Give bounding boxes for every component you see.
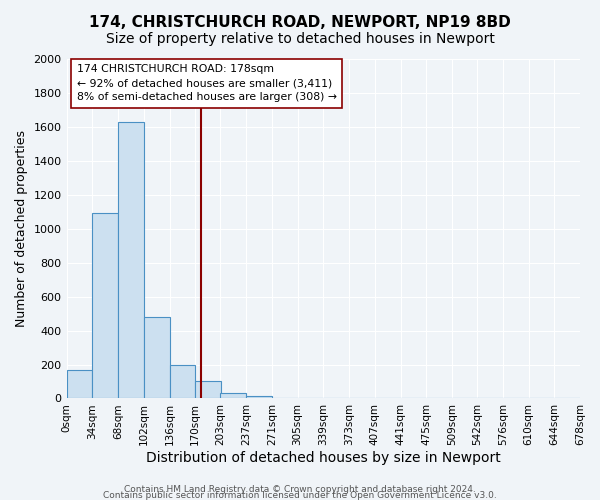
Text: 174 CHRISTCHURCH ROAD: 178sqm
← 92% of detached houses are smaller (3,411)
8% of: 174 CHRISTCHURCH ROAD: 178sqm ← 92% of d…: [77, 64, 337, 102]
Text: Contains HM Land Registry data © Crown copyright and database right 2024.: Contains HM Land Registry data © Crown c…: [124, 485, 476, 494]
Text: Contains public sector information licensed under the Open Government Licence v3: Contains public sector information licen…: [103, 491, 497, 500]
Y-axis label: Number of detached properties: Number of detached properties: [15, 130, 28, 327]
Bar: [144, 317, 170, 398]
X-axis label: Distribution of detached houses by size in Newport: Distribution of detached houses by size …: [146, 451, 500, 465]
Bar: [118, 122, 144, 398]
Text: Size of property relative to detached houses in Newport: Size of property relative to detached ho…: [106, 32, 494, 46]
Bar: [170, 364, 195, 398]
Bar: [220, 392, 246, 398]
Bar: [67, 370, 92, 398]
Text: 174, CHRISTCHURCH ROAD, NEWPORT, NP19 8BD: 174, CHRISTCHURCH ROAD, NEWPORT, NP19 8B…: [89, 15, 511, 30]
Bar: [195, 382, 221, 398]
Bar: [246, 396, 272, 398]
Bar: [92, 214, 118, 398]
